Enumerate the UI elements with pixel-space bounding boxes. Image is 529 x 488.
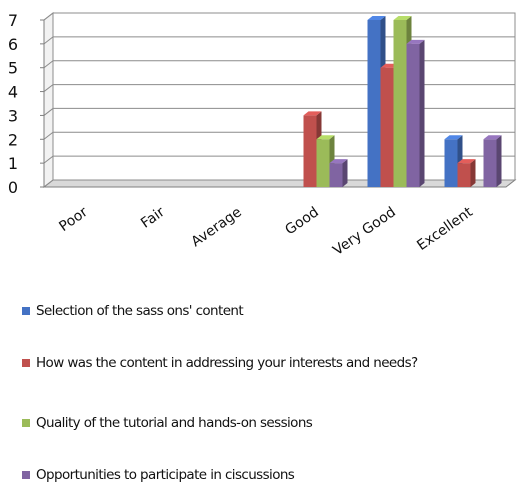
gridline — [43, 36, 515, 45]
legend-label-series-2: How was the content in addressing your i… — [36, 355, 418, 371]
gridline — [43, 179, 515, 188]
legend-item-series-3: Quality of the tutorial and hands-on ses… — [22, 412, 313, 434]
bar-top — [367, 16, 386, 20]
x-tick-label: Excellent — [414, 204, 476, 254]
bar — [406, 43, 420, 187]
bar-side — [496, 135, 502, 187]
bar-top — [393, 16, 412, 20]
bar — [367, 20, 381, 187]
x-tick-label: Very Good — [330, 204, 399, 259]
legend-swatch-series-2 — [22, 359, 30, 367]
bar — [316, 139, 330, 187]
y-tick-label: 6 — [8, 35, 18, 54]
gridline — [43, 107, 515, 116]
bar-top — [406, 39, 425, 44]
y-tick-label: 2 — [8, 130, 18, 149]
bar-top — [303, 111, 322, 116]
legend-label-series-4: Opportunities to participate in ciscussi… — [36, 467, 295, 483]
gridline — [43, 60, 515, 69]
gridline — [43, 131, 515, 140]
y-tick-label: 5 — [8, 59, 18, 78]
gridline — [43, 12, 515, 21]
legend-item-series-2: How was the content in addressing your i… — [22, 352, 418, 374]
x-tick-label: Good — [282, 204, 321, 238]
chart-floor — [42, 179, 517, 188]
bar-top — [329, 159, 348, 164]
gridline — [43, 155, 515, 164]
bar-side — [470, 159, 476, 187]
y-tick-label: 4 — [8, 83, 18, 102]
bar — [457, 163, 471, 187]
legend-swatch-series-4 — [22, 471, 30, 479]
y-tick-label: 3 — [8, 106, 18, 125]
bar — [393, 20, 407, 187]
bar-side — [342, 159, 348, 187]
legend-swatch-series-1 — [22, 307, 30, 315]
bar-top — [316, 135, 335, 140]
bar — [303, 115, 317, 187]
legend-label-series-3: Quality of the tutorial and hands-on ses… — [36, 415, 313, 431]
bar — [444, 139, 458, 187]
gridline — [43, 84, 515, 92]
bar-side — [419, 39, 425, 187]
legend-swatch-series-3 — [22, 419, 30, 427]
x-tick-label: Fair — [138, 204, 168, 232]
y-tick-label: 1 — [8, 154, 18, 173]
chart-plot: 0 1 2 3 4 5 6 7 Poor Fair Average Good Very Good Exce… — [8, 11, 517, 259]
bar — [329, 163, 343, 187]
bar-top — [457, 159, 476, 164]
legend-label-series-1: Selection of the sass ons' content — [36, 303, 244, 319]
chart-side-wall — [43, 11, 54, 189]
bar — [483, 139, 497, 187]
x-tick-label: Average — [189, 204, 245, 250]
legend-item-series-4: Opportunities to participate in ciscussi… — [22, 464, 295, 486]
x-tick-label: Poor — [56, 204, 91, 235]
bar-top — [483, 135, 502, 140]
bar — [380, 67, 394, 187]
y-tick-label: 0 — [8, 178, 18, 197]
bar-top — [444, 135, 463, 140]
legend-item-series-1: Selection of the sass ons' content — [22, 300, 244, 322]
y-tick-label: 7 — [8, 11, 18, 30]
